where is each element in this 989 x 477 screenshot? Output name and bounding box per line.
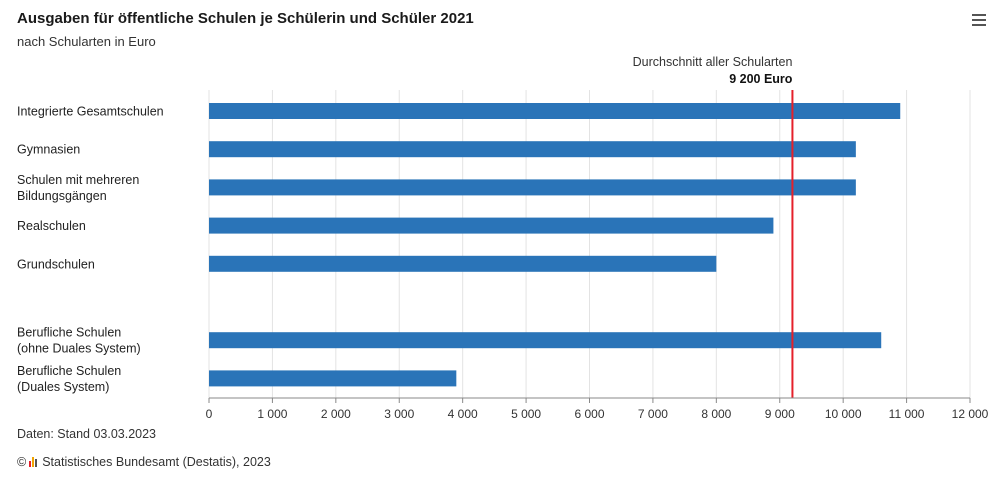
x-tick-label: 1 000 (257, 407, 287, 421)
x-tick-label: 2 000 (321, 407, 351, 421)
category-label: Integrierte Gesamtschulen (17, 105, 164, 119)
x-tick-label: 6 000 (574, 407, 604, 421)
bar[interactable] (209, 332, 882, 349)
bars (209, 103, 901, 387)
x-tick-label: 9 000 (765, 407, 795, 421)
x-tick-label: 5 000 (511, 407, 541, 421)
category-label: Berufliche Schulen (17, 326, 121, 340)
category-label: (Duales System) (17, 380, 109, 394)
data-note: Daten: Stand 03.03.2023 (17, 427, 157, 441)
chart-title: Ausgaben für öffentliche Schulen je Schü… (17, 10, 474, 27)
category-label: Realschulen (17, 219, 86, 233)
category-label: Schulen mit mehreren (17, 173, 139, 187)
bar[interactable] (209, 141, 856, 158)
reference-line-value: 9 200 Euro (729, 72, 793, 86)
x-tick-label: 12 000 (952, 407, 989, 421)
category-label: Berufliche Schulen (17, 364, 121, 378)
x-tick-label: 4 000 (448, 407, 478, 421)
bar[interactable] (209, 255, 717, 272)
gridlines (208, 90, 971, 398)
x-tick-label: 10 000 (825, 407, 862, 421)
source-line: © Statistisches Bundesamt (Destatis), 20… (17, 455, 271, 469)
bar[interactable] (209, 103, 901, 119)
category-label: (ohne Duales System) (17, 342, 141, 356)
bar[interactable] (209, 217, 774, 234)
x-axis: 0 1 000 2 000 3 000 4 000 5 000 6 000 7 000 8 00… (206, 397, 989, 421)
copyright-symbol: © (17, 455, 27, 469)
bar[interactable] (209, 370, 457, 387)
bar[interactable] (209, 179, 856, 196)
source-text: Statistisches Bundesamt (Destatis), 2023 (42, 455, 271, 469)
x-tick-label: 0 (206, 407, 213, 421)
x-tick-label: 11 000 (889, 407, 925, 421)
x-tick-label: 8 000 (701, 407, 731, 421)
x-tick-label: 3 000 (384, 407, 414, 421)
chart-subtitle: nach Schularten in Euro (17, 34, 156, 49)
reference-line-label: Durchschnitt aller Schularten (632, 55, 793, 69)
category-label: Grundschulen (17, 257, 95, 271)
destatis-logo-icon (29, 457, 38, 467)
category-labels: Integrierte Gesamtschulen Gymnasien Schule… (17, 105, 164, 394)
x-tick-label: 7 000 (638, 407, 668, 421)
category-label: Gymnasien (17, 143, 80, 157)
category-label: Bildungsgängen (17, 189, 107, 203)
menu-icon[interactable] (972, 14, 986, 27)
